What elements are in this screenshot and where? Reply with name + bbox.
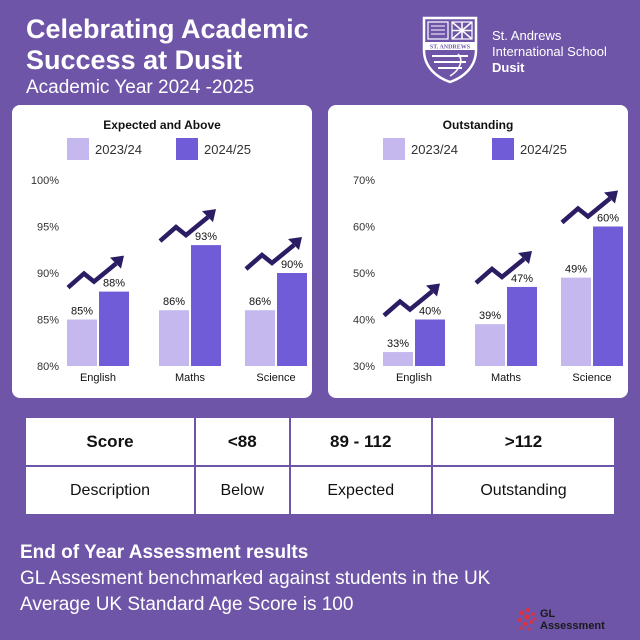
gl-logo-line-2: Assessment: [540, 620, 605, 632]
score-header-cell: Score: [23, 416, 197, 467]
chart-title: Expected and Above: [103, 118, 221, 132]
legend-label-1: 2024/25: [520, 142, 567, 157]
score-range-outstanding: >112: [430, 416, 617, 467]
school-name-line-2: International School: [492, 44, 607, 59]
bar-maths-0: [159, 310, 189, 366]
expected-and-above-card: Expected and Above 2023/24 2024/25 80% 85% 90…: [12, 105, 312, 398]
bar-english-0: [67, 319, 97, 366]
x-tick-label: English: [80, 372, 116, 384]
x-tick-label: Science: [572, 372, 611, 384]
gl-logo-line-1: GL: [540, 608, 556, 620]
score-range-expected: 89 - 112: [288, 416, 433, 467]
chart-title: Outstanding: [443, 118, 514, 132]
title-line-2: Success at Dusit: [26, 45, 243, 75]
footer-line-2: Average UK Standard Age Score is 100: [20, 594, 354, 615]
data-label: 85%: [71, 306, 93, 318]
bar-maths-1: [507, 286, 537, 366]
footer-line-1: GL Assesment benchmarked against student…: [20, 568, 491, 589]
crest-banner-text: ST. ANDREWS: [430, 45, 471, 51]
score-table-header-row: Score <88 89 - 112 >112: [23, 416, 617, 467]
legend-swatch-0: [383, 138, 405, 160]
x-tick-label: Maths: [491, 372, 521, 384]
score-table-description-row: Description Below Expected Outstanding: [23, 465, 617, 516]
legend-swatch-1: [492, 138, 514, 160]
data-label: 49%: [565, 264, 587, 276]
footer-title: End of Year Assessment results: [20, 542, 309, 563]
y-tick-label: 70%: [353, 175, 375, 187]
outstanding-card: Outstanding 2023/24 2024/25 30% 40% 50% 60% 70%…: [328, 105, 628, 398]
bar-science-1: [277, 273, 307, 366]
school-crest-icon: ST. ANDREWS: [422, 16, 478, 84]
description-expected: Expected: [288, 465, 433, 516]
legend-label-1: 2024/25: [204, 142, 251, 157]
description-below: Below: [194, 465, 291, 516]
trend-arrow-icon: [244, 237, 302, 271]
description-outstanding: Outstanding: [430, 465, 617, 516]
bar-science-0: [245, 310, 275, 366]
y-tick-label: 80%: [37, 361, 59, 373]
legend-label-0: 2023/24: [95, 142, 142, 157]
trend-arrow-icon: [382, 283, 440, 318]
data-label: 39%: [479, 310, 501, 322]
score-range-below: <88: [194, 416, 291, 467]
gl-assessment-logo: GL Assessment: [518, 608, 605, 632]
data-label: 47%: [511, 273, 533, 285]
legend-label-0: 2023/24: [411, 142, 458, 157]
y-tick-label: 90%: [37, 268, 59, 280]
title-text: Celebrating Academic Success at Dusit: [26, 14, 356, 76]
data-label: 90%: [281, 259, 303, 271]
bar-english-1: [415, 319, 445, 366]
y-tick-label: 30%: [353, 361, 375, 373]
x-tick-label: English: [396, 372, 432, 384]
trend-arrow-icon: [66, 255, 124, 290]
y-tick-label: 85%: [37, 315, 59, 327]
legend-swatch-1: [176, 138, 198, 160]
trend-arrow-icon: [158, 209, 216, 243]
data-label: 60%: [597, 213, 619, 225]
data-label: 86%: [163, 296, 185, 308]
y-tick-label: 50%: [353, 268, 375, 280]
gl-dots-icon: [518, 608, 537, 631]
school-name-line-1: St. Andrews: [492, 28, 562, 43]
school-name-line-3: Dusit: [492, 60, 525, 75]
legend-swatch-0: [67, 138, 89, 160]
bar-maths-1: [191, 245, 221, 366]
data-label: 40%: [419, 306, 441, 318]
data-label: 93%: [195, 231, 217, 243]
data-label: 88%: [103, 278, 125, 290]
academic-year-subtitle: Academic Year 2024 -2025: [26, 77, 255, 98]
bar-english-1: [99, 291, 129, 366]
school-name: St. Andrews International School Dusit: [492, 28, 607, 76]
bar-maths-0: [475, 324, 505, 366]
title-line-1: Celebrating Academic: [26, 14, 309, 44]
x-tick-label: Maths: [175, 372, 205, 384]
outstanding-chart: Outstanding 2023/24 2024/25 30% 40% 50% 60% 70%…: [353, 118, 623, 384]
y-tick-label: 60%: [353, 222, 375, 234]
expected-and-above-chart: Expected and Above 2023/24 2024/25 80% 85% 90…: [31, 118, 307, 384]
y-tick-label: 40%: [353, 315, 375, 327]
data-label: 86%: [249, 296, 271, 308]
bar-science-0: [561, 277, 591, 366]
bar-science-1: [593, 226, 623, 366]
trend-arrow-icon: [560, 190, 618, 225]
data-label: 33%: [387, 338, 409, 350]
score-table: Score <88 89 - 112 >112 Description Belo…: [23, 416, 617, 516]
bar-english-0: [383, 352, 413, 366]
trend-arrow-icon: [474, 250, 532, 285]
y-tick-label: 95%: [37, 222, 59, 234]
y-tick-label: 100%: [31, 175, 59, 187]
description-header-cell: Description: [23, 465, 197, 516]
x-tick-label: Science: [256, 372, 295, 384]
